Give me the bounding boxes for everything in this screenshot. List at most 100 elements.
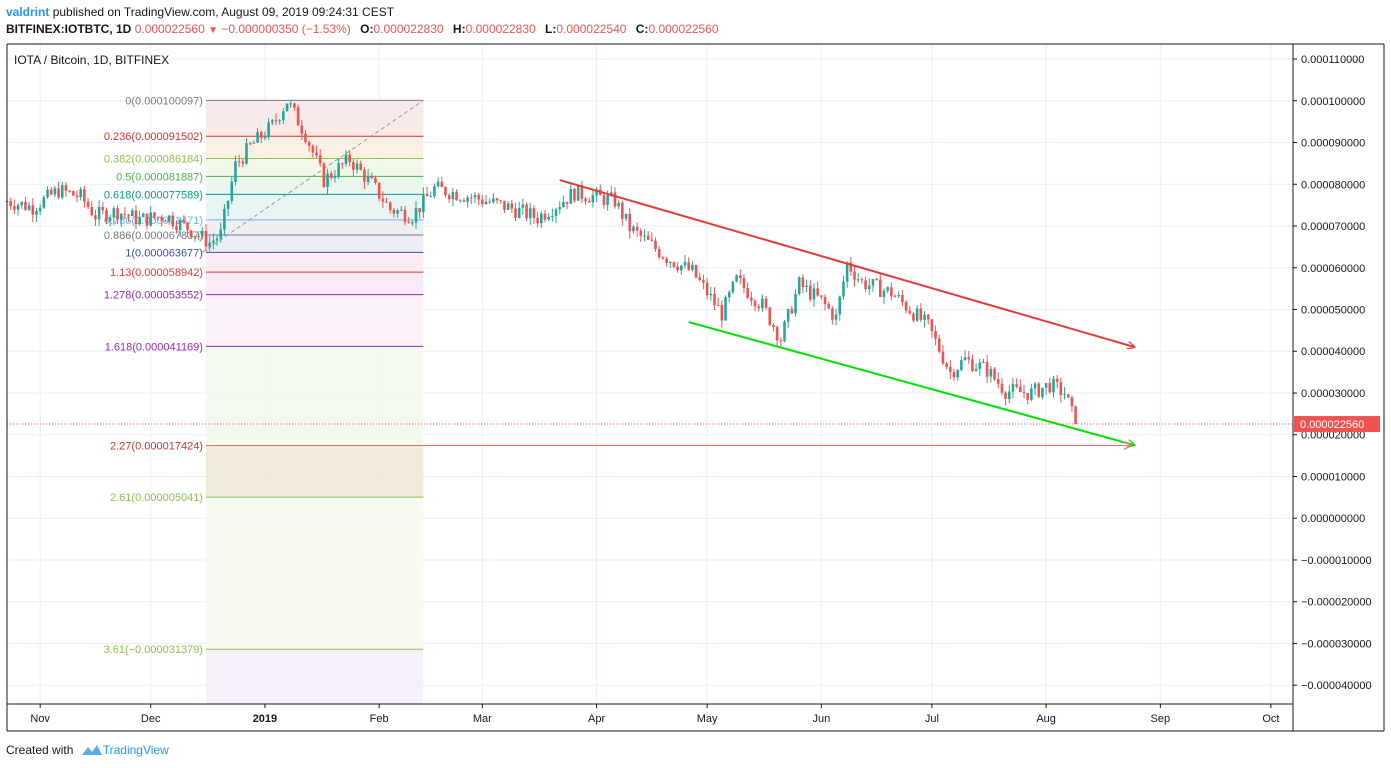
candle-down (628, 207, 632, 239)
candle-down (720, 300, 724, 328)
candle-down (827, 301, 831, 310)
candle-down (510, 200, 514, 213)
candle-body (974, 368, 978, 371)
candles (5, 99, 1077, 425)
candle-body (274, 120, 278, 122)
candle-body (271, 120, 274, 123)
candle-down (392, 208, 396, 218)
candle-up (554, 207, 558, 224)
fib-level-label: 0.236(0.000091502) (104, 131, 203, 143)
candle-up (208, 235, 211, 252)
candle-down (985, 355, 989, 384)
candle-body (193, 235, 197, 238)
candle-body (657, 249, 661, 258)
candle-body (845, 262, 849, 282)
candle-body (617, 202, 620, 207)
candle-body (606, 195, 609, 205)
candle-down (403, 206, 407, 226)
candle-down (1066, 393, 1070, 398)
candle-body (904, 302, 908, 311)
candle-body (1011, 384, 1015, 392)
candle-body (698, 277, 702, 281)
x-tick-label: Dec (141, 713, 161, 725)
candle-down (329, 170, 333, 181)
tradingview-link[interactable]: TradingView (102, 743, 169, 757)
candle-body (517, 207, 521, 218)
candle-down (971, 354, 974, 372)
candle-body (705, 282, 709, 296)
candle-up (882, 288, 886, 305)
candle-down (123, 207, 127, 220)
candle-body (680, 265, 683, 271)
candle-body (94, 215, 97, 220)
candle-body (1059, 381, 1063, 396)
candle-body (396, 210, 399, 214)
candle-body (1066, 394, 1070, 398)
candle-body (440, 181, 444, 188)
candle-body (68, 190, 71, 192)
candle-body (259, 132, 263, 139)
candle-body (639, 230, 643, 236)
candle-down (901, 289, 904, 307)
candle-down (661, 256, 665, 260)
candle-up (263, 131, 267, 141)
author-link[interactable]: valdrint (6, 5, 50, 19)
candle-up (812, 283, 816, 307)
y-tick-label: −0.000030000 (1301, 638, 1372, 650)
candle-body (466, 197, 469, 202)
candle-body (632, 226, 635, 232)
candle-down (455, 189, 458, 201)
candle-body (484, 201, 488, 205)
candle-down (388, 201, 392, 214)
candle-up (1041, 387, 1044, 400)
low-value: 0.000022540 (556, 22, 627, 36)
candle-body (130, 210, 134, 217)
candle-up (576, 184, 580, 201)
candle-down (879, 273, 882, 298)
candle-body (775, 327, 779, 341)
candle-body (521, 204, 525, 208)
candle-body (786, 309, 790, 322)
candle-up (617, 200, 620, 210)
close-label: C: (635, 22, 649, 36)
candle-body (661, 257, 665, 259)
candle-up (547, 213, 550, 222)
y-tick-label: 0.000020000 (1301, 430, 1365, 442)
candle-down (565, 201, 569, 210)
fibonacci-retracement: 0(0.000100097) 0.236(0.000091502) 0.382(0.… (104, 95, 424, 704)
candle-up (193, 235, 197, 242)
candle-body (945, 363, 948, 367)
candle-up (886, 286, 889, 294)
candle-body (64, 185, 68, 191)
candle-body (856, 279, 860, 281)
candle-up (1033, 381, 1037, 396)
candle-up (761, 294, 764, 312)
fib-level-label: 0.886(0.000067837) (104, 230, 203, 242)
candle-down (687, 257, 690, 271)
candle-body (528, 208, 532, 219)
candle-down (816, 281, 819, 297)
candle-down (64, 182, 68, 197)
fib-band (205, 272, 424, 295)
candle-body (554, 209, 558, 216)
candle-body (1055, 378, 1059, 382)
candle-down (993, 367, 996, 381)
candle-up (433, 183, 436, 199)
candle-body (823, 296, 827, 304)
candle-up (691, 261, 694, 272)
candle-body (573, 188, 576, 201)
candle-body (1070, 397, 1074, 407)
candle-down (145, 213, 149, 230)
x-tick-label: Oct (1262, 713, 1279, 725)
candle-body (469, 197, 473, 199)
candle-body (377, 182, 381, 199)
x-tick-label: Sep (1151, 713, 1171, 725)
candle-body (963, 357, 967, 361)
candle-body (547, 216, 550, 220)
candle-body (307, 142, 311, 146)
y-tick-label: 0.000040000 (1301, 346, 1365, 358)
candle-body (746, 287, 749, 298)
fib-band (205, 252, 424, 273)
candle-down (698, 272, 702, 282)
